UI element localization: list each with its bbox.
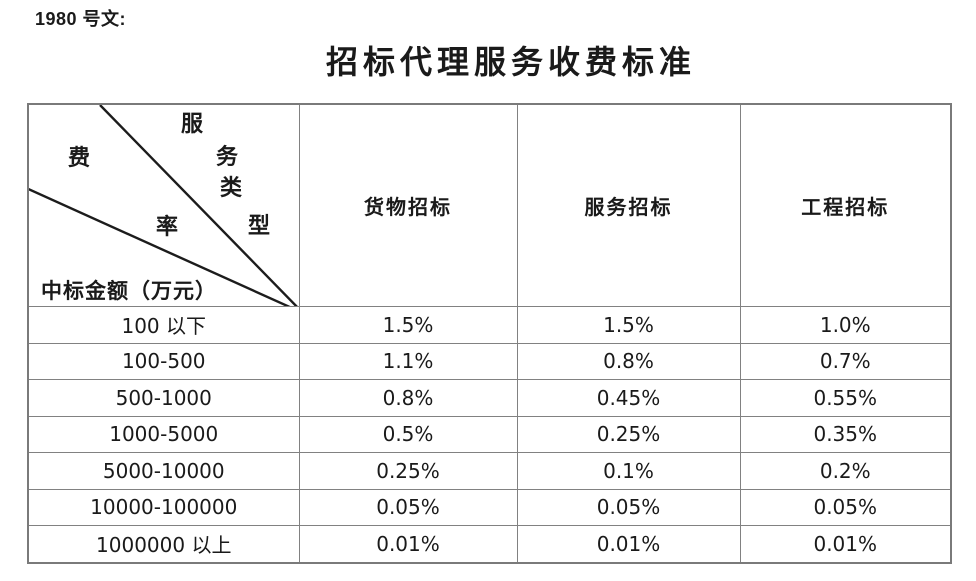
fee-cell: 0.5% [298,415,518,453]
row-header-amount-range: 10000-100000 [27,488,300,526]
diagonal-divider-lines [29,104,298,306]
column-header-service: 服务招标 [516,103,741,307]
fee-cell: 0.35% [739,415,952,453]
fee-standard-table: 服 务 类 型 费 率 中标金额（万元） 货物招标 服务招标 工程招标 100 … [27,103,952,564]
corner-label-fee-rate-char: 率 [156,214,181,240]
corner-label-service-type-char: 型 [248,213,273,239]
header-row: 服 务 类 型 费 率 中标金额（万元） 货物招标 服务招标 工程招标 [27,103,952,307]
fee-cell: 0.05% [298,488,518,526]
fee-cell: 0.01% [298,525,518,563]
table-row: 100-500 1.1% 0.8% 0.7% [27,342,952,380]
fee-cell: 1.5% [298,306,518,344]
fee-cell: 0.8% [298,379,518,417]
corner-label-service-type-char: 服 [181,111,206,137]
corner-label-service-type-char: 类 [220,175,245,201]
fee-cell: 0.01% [739,525,952,563]
table-row: 5000-10000 0.25% 0.1% 0.2% [27,452,952,490]
fee-cell: 1.5% [516,306,741,344]
column-header-engineering: 工程招标 [739,103,952,307]
row-header-amount-range: 1000000 以上 [27,525,300,563]
fee-cell: 0.7% [739,342,952,380]
fee-cell: 0.45% [516,379,741,417]
corner-label-bid-amount: 中标金额（万元） [41,278,217,303]
fee-cell: 0.2% [739,452,952,490]
row-header-amount-range: 1000-5000 [27,415,300,453]
table-row: 1000-5000 0.5% 0.25% 0.35% [27,415,952,453]
fee-cell: 0.05% [739,488,952,526]
row-header-amount-range: 100 以下 [27,306,300,344]
document-number: 1980 号文: [35,9,127,29]
fee-cell: 0.01% [516,525,741,563]
table-row: 10000-100000 0.05% 0.05% 0.05% [27,488,952,526]
fee-cell: 0.25% [516,415,741,453]
fee-cell: 0.05% [516,488,741,526]
table-row: 1000000 以上 0.01% 0.01% 0.01% [27,525,952,563]
fee-cell: 1.1% [298,342,518,380]
row-header-amount-range: 100-500 [27,342,300,380]
fee-cell: 0.55% [739,379,952,417]
column-header-goods: 货物招标 [298,103,518,307]
page-title: 招标代理服务收费标准 [325,43,696,81]
corner-header-cell: 服 务 类 型 费 率 中标金额（万元） [27,103,300,307]
table-row: 500-1000 0.8% 0.45% 0.55% [27,379,952,417]
table-row: 100 以下 1.5% 1.5% 1.0% [27,306,952,344]
fee-cell: 0.8% [516,342,741,380]
row-header-amount-range: 500-1000 [27,379,300,417]
corner-label-fee-rate-char: 费 [68,145,93,171]
fee-cell: 1.0% [739,306,952,344]
row-header-amount-range: 5000-10000 [27,452,300,490]
fee-cell: 0.1% [516,452,741,490]
corner-label-service-type-char: 务 [216,144,241,170]
fee-cell: 0.25% [298,452,518,490]
